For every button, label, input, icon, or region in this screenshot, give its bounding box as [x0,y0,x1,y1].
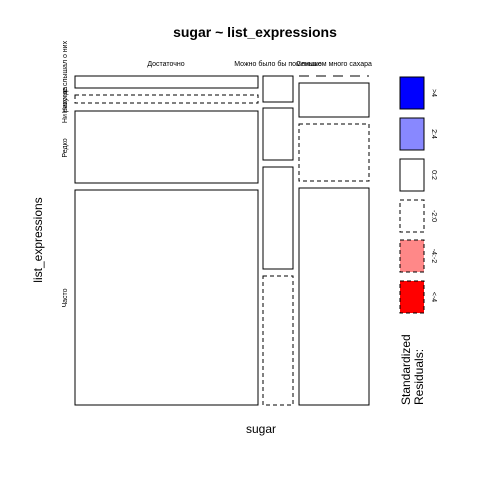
row-label-1b: Никогда [62,87,69,113]
legend-title-line1: Standardized [399,334,413,405]
legend-swatch [399,239,425,273]
mosaic-cell [298,123,370,182]
mosaic-cell [262,107,294,161]
col-label-3: Слишком много сахара [296,61,372,68]
x-axis-title: sugar [246,422,276,436]
mosaic-cell [74,75,259,89]
mosaic-cell [298,82,370,118]
legend-label: 0:2 [430,170,437,180]
legend-label: 2:4 [430,129,437,139]
legend-swatch [399,158,425,192]
legend-swatch [399,117,425,151]
legend: >4 2:4 0:2 -2:0 -4:-2 <-4 Standardized R… [399,76,437,405]
mosaic-cell [262,275,294,406]
mosaic-cell [74,110,259,184]
legend-swatch [399,280,425,314]
row-label-2: Редко [62,138,69,157]
legend-label: -2:0 [430,210,437,222]
mosaic-cell [262,166,294,270]
legend-label: <-4 [430,292,437,302]
chart-title: sugar ~ list_expressions [173,24,337,40]
legend-swatch [399,76,425,110]
mosaic-cell [298,187,370,406]
legend-swatch [399,199,425,233]
mosaic-cell [262,75,294,103]
legend-label: -4:-2 [430,249,437,264]
col-label-2: Можно было бы поменьше [234,60,322,68]
col-label-1: Достаточно [147,61,184,68]
legend-label: >4 [430,89,437,97]
row-label-1: Ни разу не слышал о них [62,40,69,123]
mosaic-cell [74,94,259,104]
y-axis-title: list_expressions [31,197,45,282]
mosaic-cell [74,189,259,406]
row-label-3: Часто [62,288,69,307]
legend-title-line2: Residuals: [412,349,426,405]
